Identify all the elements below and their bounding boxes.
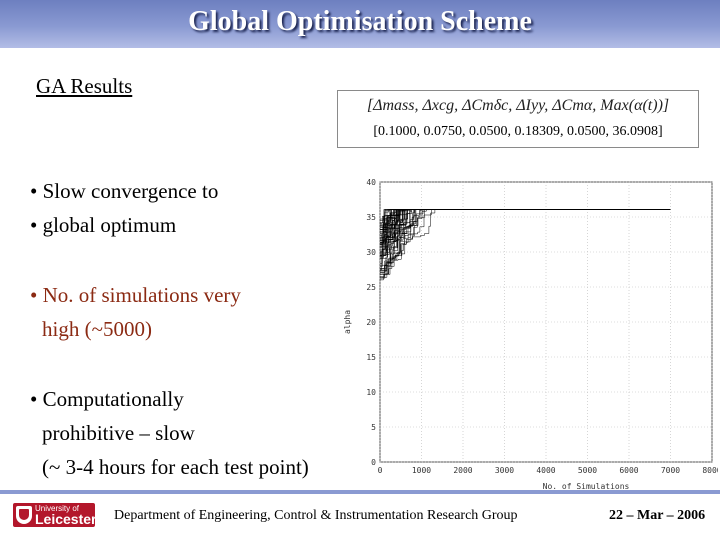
series-line [380, 209, 671, 228]
y-tick-label: 30 [366, 248, 376, 257]
y-tick-label: 10 [366, 388, 376, 397]
x-tick-label: 2000 [453, 466, 472, 475]
footer-date: 22 – Mar – 2006 [609, 508, 706, 523]
bullet-group-3: • Computationally prohibitive – slow (~ … [30, 382, 309, 484]
series-line [380, 209, 671, 242]
series-line [380, 209, 671, 277]
footer [0, 494, 720, 540]
series-line [380, 209, 671, 245]
bullet-group-2: • No. of simulations very high (~5000) [30, 278, 241, 346]
bullet-line: • global optimum [30, 213, 177, 237]
logo-text-small: University of [35, 504, 80, 513]
bullet-line: prohibitive – slow [42, 421, 195, 445]
series-line [380, 209, 671, 275]
x-tick-label: 7000 [661, 466, 680, 475]
title-bar: Global Optimisation Scheme [0, 0, 720, 48]
bullet-line: • Computationally [30, 387, 184, 411]
logo-text-big: Leicester [35, 511, 97, 527]
series-line [380, 209, 671, 274]
slide-title: Global Optimisation Scheme [188, 6, 532, 37]
section-subtitle: GA Results [36, 74, 133, 98]
x-tick-label: 0 [378, 466, 383, 475]
series-line [380, 209, 671, 256]
bullet-line: • Slow convergence to [30, 179, 219, 203]
series-line [380, 209, 671, 226]
x-tick-label: 3000 [495, 466, 514, 475]
formula-values: [0.1000, 0.0750, 0.0500, 0.18309, 0.0500… [373, 124, 663, 139]
footer-department: Department of Engineering, Control & Ins… [114, 508, 518, 523]
y-tick-label: 5 [371, 423, 376, 432]
y-tick-label: 0 [371, 458, 376, 467]
y-tick-label: 25 [366, 283, 376, 292]
series-line [380, 209, 671, 267]
series-line [380, 209, 671, 239]
formula-box: [Δmass, Δxcg, ΔCmδc, ΔIyy, ΔCmα, Max(α(t… [337, 90, 699, 148]
y-axis-label: alpha [343, 310, 352, 334]
series-line [380, 209, 671, 270]
y-tick-label: 20 [366, 318, 376, 327]
x-axis-label: No. of Simulations [543, 482, 630, 491]
series-line [380, 209, 671, 281]
bullet-line: high (~5000) [42, 317, 152, 341]
series-line [380, 209, 671, 269]
shield-icon [16, 506, 32, 524]
y-tick-label: 35 [366, 213, 376, 222]
series-line [380, 209, 671, 269]
bullet-line: • No. of simulations very [30, 283, 241, 307]
bullet-line: (~ 3-4 hours for each test point) [42, 455, 309, 479]
y-tick-label: 15 [366, 353, 376, 362]
x-tick-label: 6000 [619, 466, 638, 475]
university-logo: University of Leicester [13, 503, 97, 527]
formula-expression: [Δmass, Δxcg, ΔCmδc, ΔIyy, ΔCmα, Max(α(t… [366, 97, 670, 114]
series-line [380, 209, 671, 241]
footer-divider [0, 490, 720, 494]
x-tick-label: 4000 [536, 466, 555, 475]
bullet-group-1: • Slow convergence to • global optimum [30, 174, 218, 242]
y-tick-label: 40 [366, 178, 376, 187]
x-tick-label: 5000 [578, 466, 597, 475]
x-tick-label: 1000 [412, 466, 431, 475]
